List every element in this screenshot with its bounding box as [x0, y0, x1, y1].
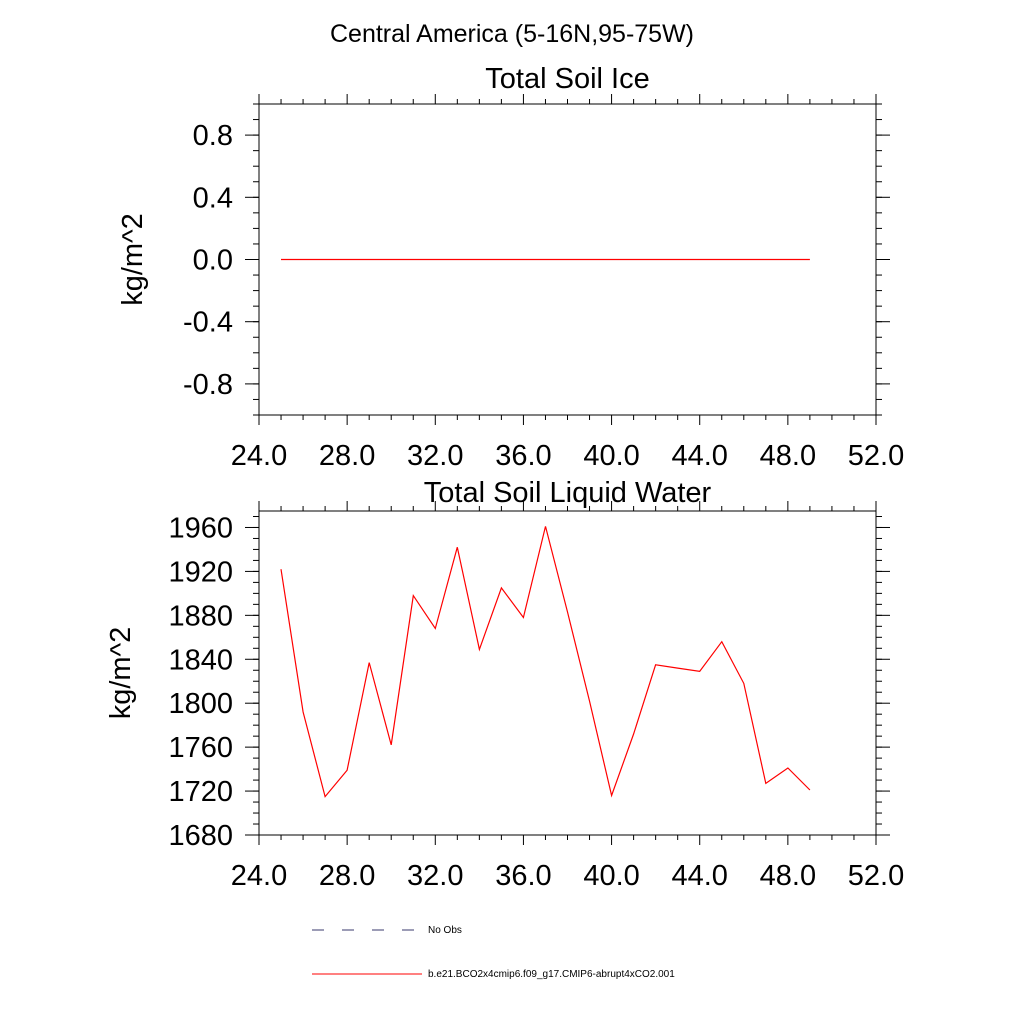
panel-title: Total Soil Ice: [485, 63, 649, 95]
data-point: [500, 259, 502, 261]
y-tick-label: 0.4: [193, 182, 233, 214]
data-point: [478, 259, 480, 261]
data-point: [500, 587, 502, 589]
data-point: [589, 700, 591, 702]
data-point: [434, 259, 436, 261]
data-point: [765, 782, 767, 784]
data-point: [456, 259, 458, 261]
x-tick-label: 48.0: [760, 860, 816, 892]
y-tick-label: 1720: [168, 776, 233, 808]
legend-entry-no-obs: No Obs: [312, 925, 462, 936]
data-point: [589, 259, 591, 261]
x-tick-label: 36.0: [495, 860, 551, 892]
legend: No Obs b.e21.BCO2x4cmip6.f09_g17.CMIP6-a…: [312, 925, 675, 980]
data-point: [611, 795, 613, 797]
data-point: [456, 546, 458, 548]
data-point: [412, 259, 414, 261]
x-tick-label: 36.0: [495, 440, 551, 472]
data-point: [368, 662, 370, 664]
data-point: [787, 259, 789, 261]
y-tick-label: -0.8: [183, 369, 233, 401]
y-axis-label: kg/m^2: [105, 627, 137, 720]
x-tick-label: 32.0: [407, 860, 463, 892]
data-point: [545, 525, 547, 527]
x-tick-label: 28.0: [319, 860, 375, 892]
data-point: [478, 648, 480, 650]
x-tick-label: 24.0: [231, 860, 287, 892]
figure-title: Central America (5-16N,95-75W): [330, 20, 694, 48]
x-tick-label: 52.0: [848, 860, 904, 892]
legend-label-no-obs: No Obs: [428, 925, 462, 936]
data-point: [434, 628, 436, 630]
data-point: [721, 641, 723, 643]
data-point: [787, 767, 789, 769]
y-tick-label: 0.8: [193, 120, 233, 152]
x-tick-label: 44.0: [671, 860, 727, 892]
data-point: [655, 664, 657, 666]
data-point: [699, 259, 701, 261]
x-tick-label: 32.0: [407, 440, 463, 472]
y-tick-label: 1800: [168, 688, 233, 720]
plot-frame: [258, 510, 877, 836]
x-tick-label: 44.0: [671, 440, 727, 472]
data-point: [545, 259, 547, 261]
data-point: [280, 568, 282, 570]
data-point: [743, 682, 745, 684]
x-tick-label: 40.0: [583, 440, 639, 472]
x-tick-label: 40.0: [583, 860, 639, 892]
y-tick-label: 1960: [168, 512, 233, 544]
panel-title: Total Soil Liquid Water: [424, 477, 712, 509]
data-point: [633, 733, 635, 735]
data-point: [677, 667, 679, 669]
data-point: [302, 711, 304, 713]
data-point: [721, 259, 723, 261]
data-point: [412, 595, 414, 597]
y-axis-label: kg/m^2: [117, 213, 149, 306]
x-tick-label: 48.0: [760, 440, 816, 472]
data-point: [390, 259, 392, 261]
y-tick-label: 0.0: [193, 245, 233, 277]
data-point: [809, 259, 811, 261]
data-point: [522, 259, 524, 261]
data-point: [522, 617, 524, 619]
data-point: [677, 259, 679, 261]
y-tick-label: 1760: [168, 732, 233, 764]
legend-label-model: b.e21.BCO2x4cmip6.f09_g17.CMIP6-abrupt4x…: [428, 969, 675, 980]
data-point: [390, 744, 392, 746]
y-tick-label: 1920: [168, 556, 233, 588]
data-point: [346, 769, 348, 771]
data-point: [699, 670, 701, 672]
panel-total-soil-ice: Total Soil Ice 24.0 28.0 32.0 36.0 40.0 44.0 48…: [117, 63, 904, 472]
data-point: [765, 259, 767, 261]
data-point: [324, 259, 326, 261]
y-tick-label: 1680: [168, 820, 233, 852]
data-point: [302, 259, 304, 261]
data-point: [809, 789, 811, 791]
data-point: [324, 796, 326, 798]
data-point: [346, 259, 348, 261]
panel-total-soil-liquid-water: Total Soil Liquid Water 24.0 28.0 32.0 36.0 4…: [105, 477, 904, 892]
x-tick-label: 24.0: [231, 440, 287, 472]
data-point: [633, 259, 635, 261]
data-point: [280, 259, 282, 261]
y-tick-label: 1880: [168, 600, 233, 632]
y-tick-label: -0.4: [183, 307, 233, 339]
data-point: [567, 611, 569, 613]
series-line: [280, 526, 811, 798]
data-point: [655, 259, 657, 261]
data-point: [611, 259, 613, 261]
x-tick-label: 52.0: [848, 440, 904, 472]
data-point: [567, 259, 569, 261]
data-point: [368, 259, 370, 261]
data-point: [743, 259, 745, 261]
legend-entry-model: b.e21.BCO2x4cmip6.f09_g17.CMIP6-abrupt4x…: [312, 969, 675, 980]
x-tick-label: 28.0: [319, 440, 375, 472]
y-tick-label: 1840: [168, 644, 233, 676]
